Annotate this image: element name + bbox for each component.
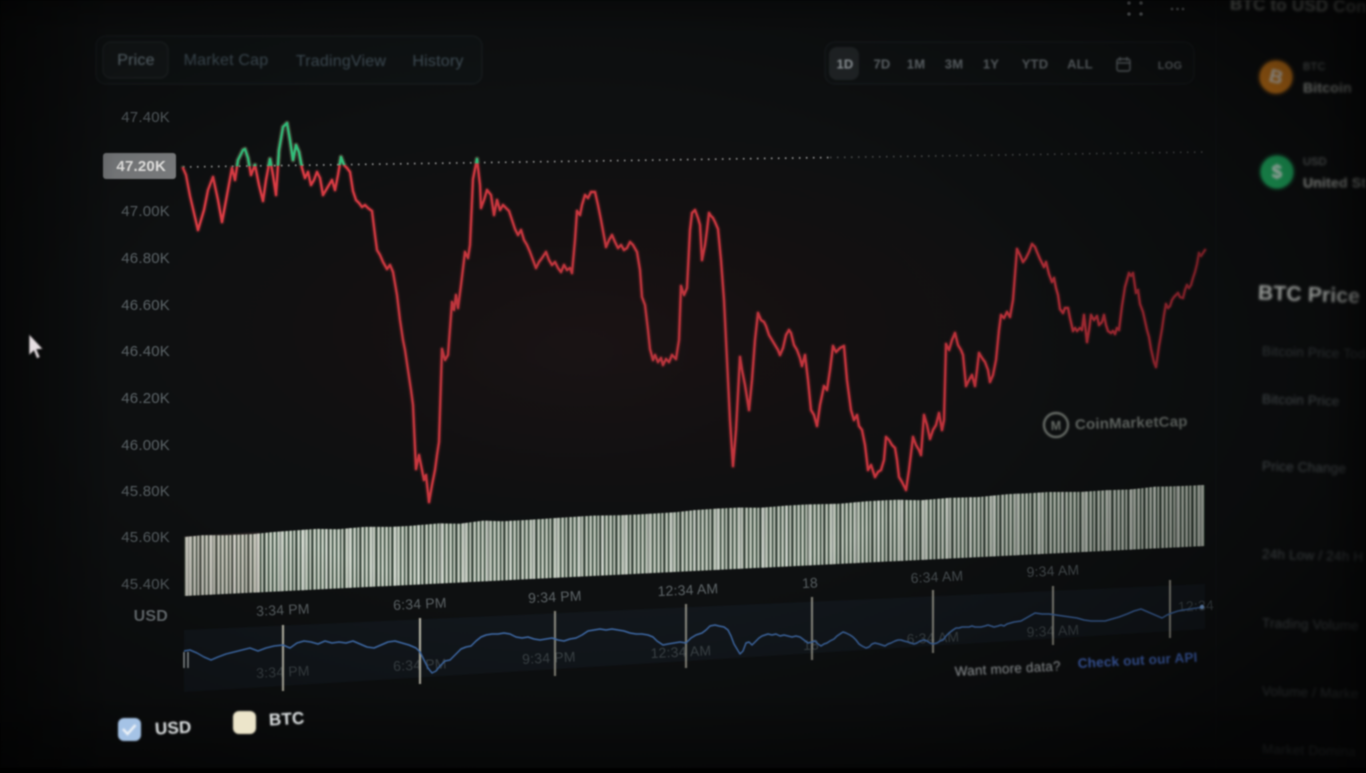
svg-text:BTC: BTC (268, 709, 304, 730)
svg-text:USD: USD (154, 718, 191, 739)
